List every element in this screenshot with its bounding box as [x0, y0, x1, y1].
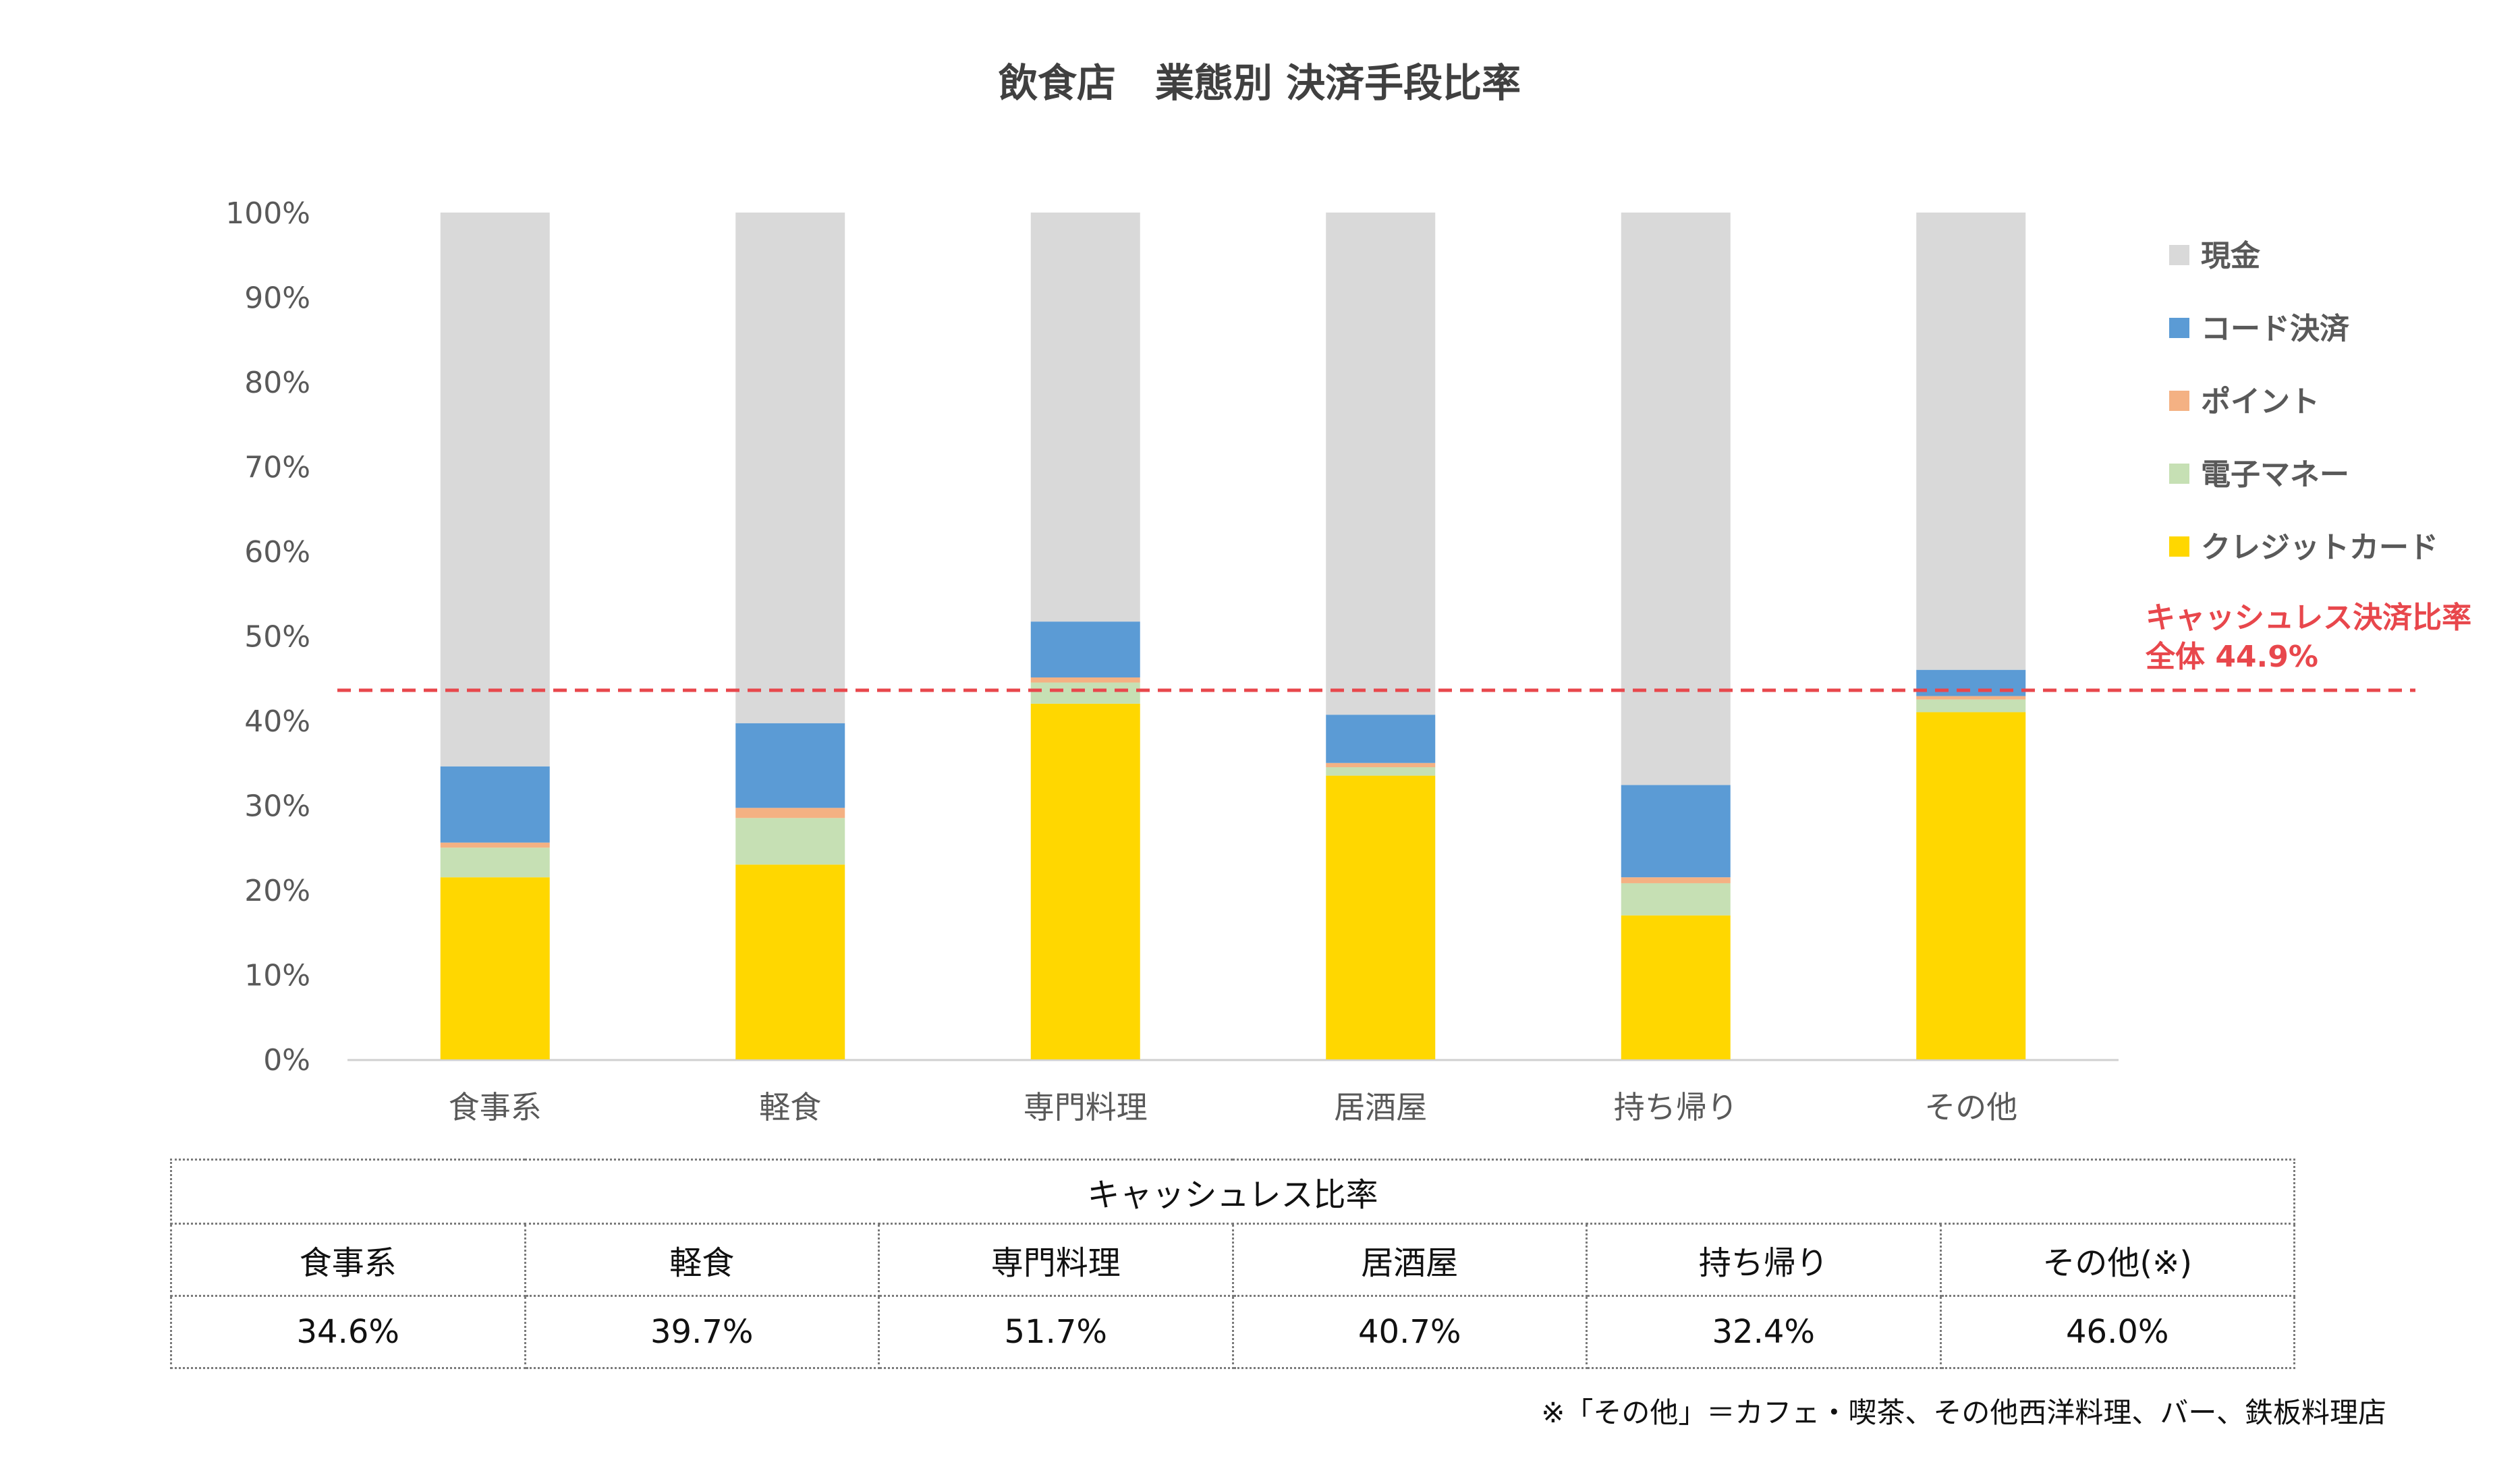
- bar-stack-1: [440, 213, 550, 1059]
- table-header-cell: 食事系: [170, 1223, 526, 1297]
- legend-swatch: [2169, 318, 2189, 338]
- x-category-label: その他: [1924, 1089, 2017, 1125]
- y-axis: 0% 10% 20% 30% 40% 50% 60% 70% 80% 90% 100%: [225, 196, 2119, 1078]
- table-value-cell: 51.7%: [878, 1295, 1234, 1369]
- y-tick-label: 90%: [244, 281, 310, 316]
- stacked-bar-chart: 飲食店 業態別 決済手段比率 0% 10% 20% 30% 40% 50% 60% 70% 80…: [225, 60, 2471, 1125]
- bar-segment: [735, 818, 845, 865]
- x-category-label: 軽食: [759, 1089, 821, 1125]
- bar-segment: [1916, 696, 2026, 700]
- bar-segment: [1326, 213, 1436, 715]
- y-tick-label: 0%: [263, 1043, 310, 1078]
- bar-stack-3: [1030, 213, 1140, 1059]
- bar-segment: [1621, 213, 1731, 785]
- bar-stack-6: [1916, 213, 2026, 1059]
- bar-segment: [1621, 877, 1731, 883]
- bar-segment: [1916, 699, 2026, 713]
- table-header-cell: 専門料理: [878, 1223, 1234, 1297]
- y-tick-label: 40%: [244, 704, 310, 739]
- bar-segment: [440, 877, 550, 1059]
- bar-segment: [1030, 682, 1140, 704]
- table-header-row: 食事系 軽食 専門料理 居酒屋 持ち帰り その他(※): [170, 1223, 2295, 1297]
- bar-segment: [440, 842, 550, 848]
- table-value-cell: 39.7%: [524, 1295, 880, 1369]
- legend-label: 現金: [2201, 239, 2261, 273]
- bar-segment: [735, 213, 845, 723]
- reference-label-line1: キャッシュレス決済比率: [2146, 601, 2471, 635]
- bar-segment: [440, 766, 550, 843]
- reference-label-line2: 全体 44.9%: [2145, 640, 2318, 674]
- cashless-ratio-table: キャッシュレス比率 食事系 軽食 専門料理 居酒屋 持ち帰り その他(※) 34.6% 39…: [170, 1159, 2295, 1369]
- table-header-cell: 居酒屋: [1231, 1223, 1588, 1297]
- bar-segment: [1621, 915, 1731, 1059]
- y-tick-label: 20%: [244, 874, 310, 908]
- bar-segment: [1621, 883, 1731, 916]
- bar-segment: [440, 213, 550, 767]
- x-category-label: 持ち帰り: [1614, 1089, 1738, 1125]
- legend-swatch: [2169, 245, 2189, 265]
- bar-segment: [1326, 762, 1436, 768]
- x-category-label: 専門料理: [1024, 1089, 1148, 1125]
- y-tick-label: 10%: [244, 959, 310, 993]
- bar-segment: [1916, 669, 2026, 696]
- bar-segment: [735, 864, 845, 1059]
- table-caption: キャッシュレス比率: [170, 1159, 2295, 1225]
- table-header-cell: 軽食: [524, 1223, 880, 1297]
- legend-label: 電子マネー: [2201, 457, 2349, 492]
- y-tick-label: 50%: [244, 620, 310, 655]
- bar-segment: [1326, 775, 1436, 1059]
- bar-stack-4: [1326, 213, 1436, 1059]
- bar-segment: [1030, 213, 1140, 622]
- x-category-label: 居酒屋: [1334, 1089, 1427, 1125]
- bar-segment: [1030, 703, 1140, 1059]
- bar-segment: [1326, 767, 1436, 776]
- bar-segment: [1621, 785, 1731, 878]
- table-value-cell: 34.6%: [170, 1295, 526, 1369]
- bar-segment: [1326, 715, 1436, 763]
- bar-segment: [440, 847, 550, 878]
- table-value-cell: 40.7%: [1231, 1295, 1588, 1369]
- bars: [440, 213, 2026, 1059]
- bar-stack-2: [735, 213, 845, 1059]
- footnote: ※「その他」＝カフェ・喫茶、その他西洋料理、バー、鉄板料理店: [1541, 1396, 2386, 1429]
- bar-segment: [1916, 213, 2026, 670]
- table-header-cell: その他(※): [1939, 1223, 2295, 1297]
- x-category-label: 食事系: [449, 1089, 542, 1125]
- legend-swatch: [2169, 391, 2189, 411]
- table-value-cell: 46.0%: [1939, 1295, 2295, 1369]
- bar-segment: [735, 723, 845, 808]
- y-tick-label: 60%: [244, 535, 310, 569]
- legend-swatch: [2169, 464, 2189, 484]
- legend-label: ポイント: [2201, 385, 2320, 419]
- y-tick-label: 30%: [244, 789, 310, 824]
- y-tick-label: 70%: [244, 451, 310, 485]
- legend-label: クレジットカード: [2201, 530, 2438, 565]
- bar-segment: [1916, 712, 2026, 1059]
- table-value-row: 34.6% 39.7% 51.7% 40.7% 32.4% 46.0%: [170, 1295, 2295, 1369]
- table-value-cell: 32.4%: [1586, 1295, 1942, 1369]
- bar-segment: [735, 808, 845, 818]
- table-header-cell: 持ち帰り: [1586, 1223, 1942, 1297]
- x-axis: 食事系 軽食 専門料理 居酒屋 持ち帰り その他: [449, 1089, 2018, 1125]
- y-tick-label: 100%: [225, 196, 310, 231]
- bar-segment: [1030, 677, 1140, 683]
- bar-segment: [1030, 621, 1140, 677]
- y-tick-label: 80%: [244, 366, 310, 400]
- bar-stack-5: [1621, 213, 1731, 1059]
- legend-swatch: [2169, 536, 2189, 557]
- chart-title: 飲食店 業態別 決済手段比率: [999, 60, 1521, 106]
- legend-label: コード決済: [2201, 312, 2350, 346]
